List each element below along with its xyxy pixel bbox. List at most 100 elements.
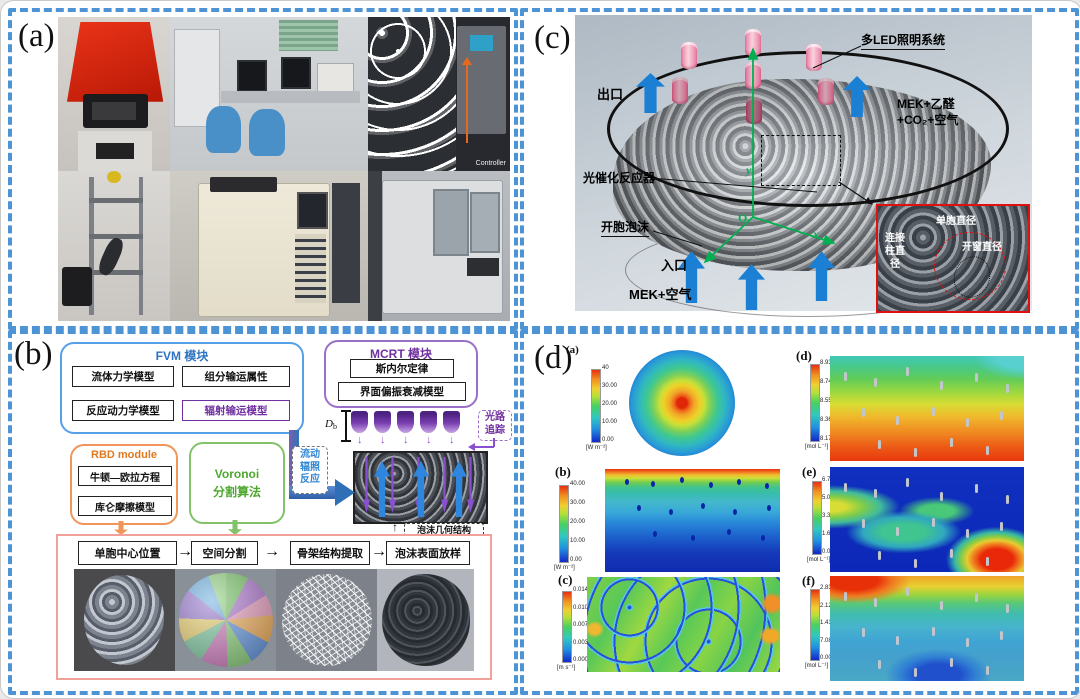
foam-surface-lofting-box: 泡沫表面放样 [386, 541, 470, 565]
reaction-kinetics-model-box: 反应动力学模型 [72, 400, 174, 421]
voronoi-box: Voronoi 分割算法 [189, 442, 285, 524]
led-cylinder [746, 97, 762, 124]
reactor-label: 光催化反应器 [583, 171, 656, 185]
subplot-d-label: (d) [796, 348, 812, 363]
subplot-c-label: (c) [558, 572, 573, 587]
colorbar-d-unit: [mol L⁻¹] [805, 444, 829, 450]
plot-a-irradiance-disk [629, 350, 735, 456]
plot-e-intermediate-concentration [830, 467, 1024, 572]
panel-a-label: (a) [18, 18, 55, 54]
gas-out-line2: +CO₂+空气 [897, 113, 959, 127]
colorbar-b-ticks: 40.00 30.00 20.00 10.00 0.00 [570, 481, 586, 563]
cell-diameter-circle [934, 232, 1006, 300]
cell-center-position-box: 单胞中心位置 [78, 541, 177, 565]
zoom-region-rect [761, 135, 841, 186]
colorbar-f [810, 589, 820, 661]
radiation-transport-model-box: 辐射输运模型 [182, 400, 290, 421]
rbd-module-box: RBD module 牛顿—欧拉方程 库仑摩擦模型 [70, 444, 178, 525]
voronoi-sphere-image [175, 569, 276, 671]
inlet-label: 入口 [661, 258, 688, 273]
led-cylinder [818, 78, 834, 105]
reactor-render: y x z O 多LED照明系统 出口 MEK+乙醛 +CO₂+空气 光催化反应… [575, 15, 1032, 317]
strut-diameter-label: 连接 柱直径 [885, 233, 905, 270]
led-shape [374, 411, 391, 433]
led-cylinder [681, 42, 697, 69]
snell-law-box: 斯内尔定律 [350, 359, 454, 378]
photo-xrd [368, 171, 510, 321]
colorbar-c-ticks: 0.0142 0.0107 0.0071 0.0036 0.0000 [573, 587, 592, 663]
led-cylinder [806, 44, 822, 71]
step-arrow-icon: → [371, 543, 387, 560]
foam-label: 开胞泡沫 [601, 218, 650, 237]
voronoi-line1: Voronoi [214, 467, 260, 481]
photo-frame-rig [58, 171, 170, 321]
origin-label: O [738, 211, 748, 225]
flow-irradiation-reaction-label: 流动 辐照 反应 [292, 446, 328, 494]
newton-euler-box: 牛顿—欧拉方程 [78, 466, 172, 486]
colorbar-b-unit: [W m⁻²] [554, 565, 575, 571]
space-partition-box: 空间分割 [191, 541, 258, 565]
outlet-label: 出口 [597, 87, 624, 102]
led-cylinder [672, 77, 688, 104]
plot-d-mek-concentration [830, 356, 1024, 461]
controller-caption: Controller [475, 160, 506, 167]
fvm-title: FVM 模块 [155, 349, 209, 363]
colorbar-a-ticks: 40 30.00 20.00 10.00 0.00 [602, 365, 618, 443]
plot-c-velocity-section [587, 577, 780, 672]
panel-c: (c) [520, 8, 1079, 330]
photo-office [170, 17, 368, 171]
colorbar-c-unit: [m s⁻¹] [557, 665, 576, 671]
fluid-mechanics-model-box: 流体力学模型 [72, 366, 174, 387]
colorbar-b [559, 485, 569, 563]
subplot-f-label: (f) [802, 573, 815, 588]
foam-inset: 单胞直径 开窗直径 连接 柱直径 [876, 204, 1030, 313]
skeleton-extraction-box: 骨架结构提取 [290, 541, 370, 565]
ray-tracing-label: 光路 追踪 [478, 410, 512, 441]
led-shape [420, 411, 437, 433]
coulomb-friction-box: 库仑摩擦模型 [78, 496, 172, 516]
sphere-pack-image [74, 569, 175, 671]
subplot-b-label: (b) [555, 464, 571, 479]
colorbar-a-unit: [W m⁻²] [586, 445, 607, 451]
colorbar-e [812, 481, 822, 555]
mcrt-module-box: MCRT 模块 斯内尔定律 界面偏振衰减模型 [324, 340, 478, 408]
up-arrow-icon: ↑ [392, 520, 398, 534]
gas-in-label: MEK+空气 [629, 287, 692, 302]
panel-b-label: (b) [14, 336, 53, 372]
cell-diameter-label: 单胞直径 [936, 216, 976, 227]
panel-b: (b) FVM 模块 流体力学模型 组分输运属性 反应动力学模型 辐射输运模型 … [8, 330, 518, 695]
colorbar-c [562, 591, 572, 663]
rbd-title: RBD module [91, 449, 157, 461]
subplot-a-label: (a) [566, 344, 579, 356]
led-shape [397, 411, 414, 433]
led-system-label: 多LED照明系统 [861, 31, 946, 50]
y-axis-label: y [746, 163, 752, 177]
panel-a: (a) Controller [8, 8, 518, 330]
led-diameter-label: Db [325, 418, 337, 431]
foam-solid-image [377, 569, 474, 671]
led-shape [351, 411, 368, 433]
panel-d: (d) (a) 40 30.00 20.00 10.00 0.00 [W m⁻²] (b… [520, 330, 1079, 695]
foam-generation-pipeline: 单胞中心位置 → 空间分割 → 骨架结构提取 → 泡沫表面放样 [56, 534, 492, 680]
fvm-module-box: FVM 模块 流体力学模型 组分输运属性 反应动力学模型 辐射输运模型 [60, 342, 304, 434]
gas-out-line1: MEK+乙醛 [897, 97, 955, 111]
foam-irradiation-image [353, 451, 488, 524]
z-axis-label: z [708, 248, 713, 262]
skeleton-wireframe-image [276, 569, 377, 671]
colorbar-a [591, 369, 601, 443]
plot-b-irradiance-section [605, 469, 780, 572]
window-diameter-label: 开窗直径 [962, 242, 1002, 253]
x-axis-label: x [813, 227, 819, 241]
panel-c-label: (c) [534, 20, 571, 56]
species-transport-box: 组分输运属性 [182, 366, 290, 387]
subplot-e-label: (e) [802, 464, 817, 479]
colorbar-e-unit: [mol L⁻¹] [807, 557, 831, 563]
led-shape [443, 411, 460, 433]
step-arrow-icon: → [264, 543, 280, 560]
voronoi-line2: 分割算法 [212, 485, 261, 499]
interface-polarization-box: 界面偏振衰减模型 [338, 382, 466, 401]
plot-f-product-concentration [830, 576, 1024, 681]
step-arrow-icon: → [177, 543, 193, 560]
mcrt-title: MCRT 模块 [370, 347, 432, 361]
